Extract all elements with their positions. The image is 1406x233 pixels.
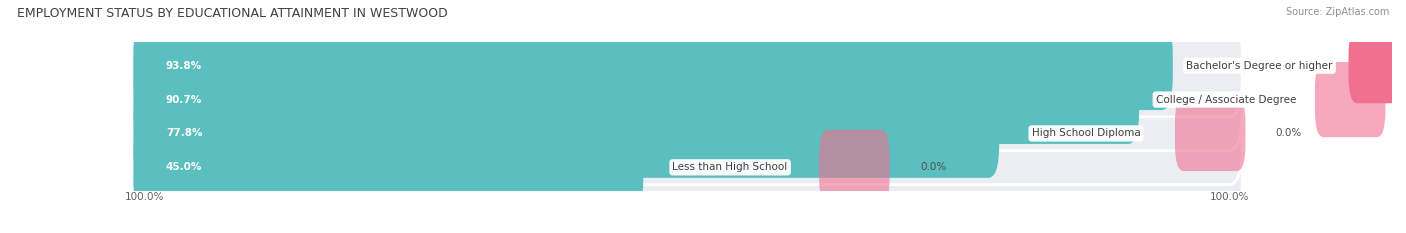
FancyBboxPatch shape [131, 116, 1243, 219]
FancyBboxPatch shape [134, 21, 1173, 110]
Text: Bachelor's Degree or higher: Bachelor's Degree or higher [1187, 61, 1333, 71]
FancyBboxPatch shape [131, 48, 1243, 151]
Text: College / Associate Degree: College / Associate Degree [1156, 95, 1296, 105]
Text: 90.7%: 90.7% [166, 95, 202, 105]
FancyBboxPatch shape [134, 55, 1139, 144]
FancyBboxPatch shape [134, 123, 644, 212]
FancyBboxPatch shape [131, 14, 1243, 117]
Text: EMPLOYMENT STATUS BY EDUCATIONAL ATTAINMENT IN WESTWOOD: EMPLOYMENT STATUS BY EDUCATIONAL ATTAINM… [17, 7, 447, 20]
FancyBboxPatch shape [1175, 96, 1246, 171]
FancyBboxPatch shape [1348, 28, 1406, 103]
Text: 77.8%: 77.8% [166, 128, 202, 138]
Text: 100.0%: 100.0% [125, 192, 165, 202]
FancyBboxPatch shape [134, 89, 1000, 178]
FancyBboxPatch shape [820, 130, 890, 205]
Text: 0.0%: 0.0% [920, 162, 946, 172]
Text: 0.0%: 0.0% [1275, 128, 1302, 138]
Text: 100.0%: 100.0% [1209, 192, 1249, 202]
Text: High School Diploma: High School Diploma [1032, 128, 1140, 138]
Text: 93.8%: 93.8% [166, 61, 202, 71]
FancyBboxPatch shape [1315, 62, 1385, 137]
Text: Less than High School: Less than High School [672, 162, 787, 172]
FancyBboxPatch shape [131, 82, 1243, 185]
Text: 45.0%: 45.0% [166, 162, 202, 172]
Text: Source: ZipAtlas.com: Source: ZipAtlas.com [1285, 7, 1389, 17]
